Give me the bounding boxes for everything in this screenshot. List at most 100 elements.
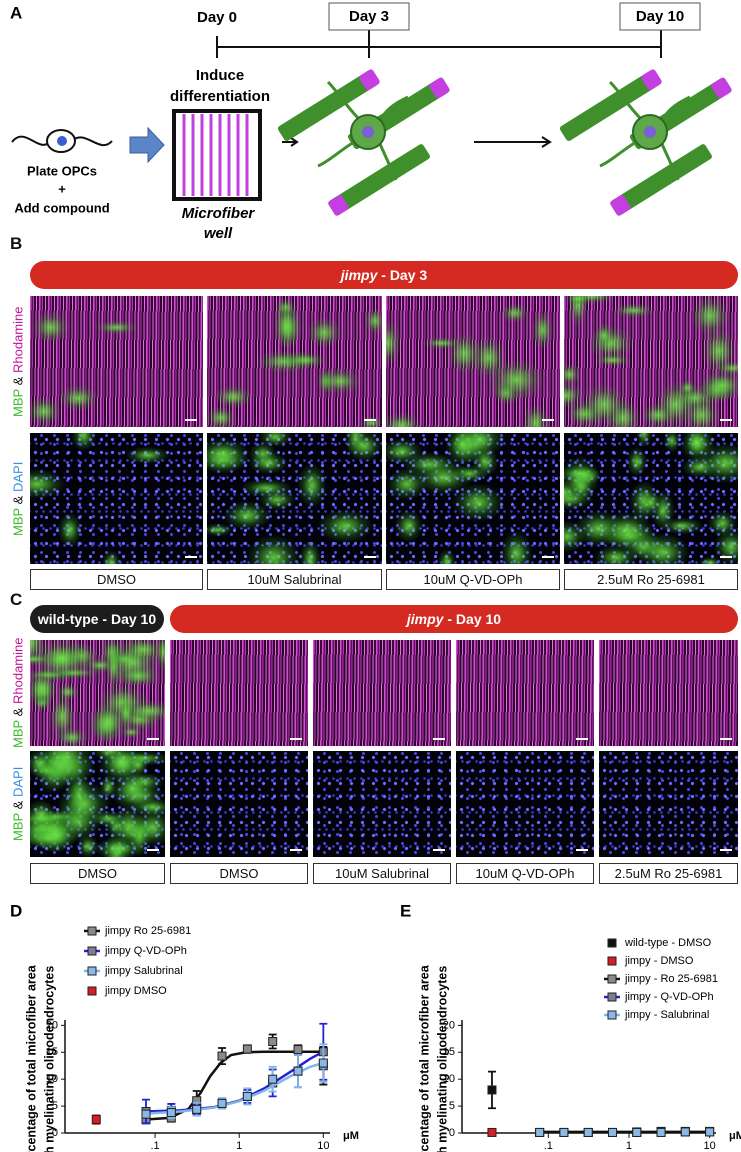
legend-marker <box>607 938 617 948</box>
marker <box>608 1127 618 1137</box>
x-tick-label: 1 <box>236 1140 242 1152</box>
panel-label: D <box>10 901 22 920</box>
legend-marker <box>607 974 617 984</box>
micrograph <box>170 640 308 746</box>
marker <box>192 1104 202 1114</box>
step-label: Microfiber <box>182 205 256 222</box>
marker <box>487 1127 497 1137</box>
timeline-label: Day 3 <box>349 8 389 25</box>
banner-text: - Day 10 <box>443 611 502 627</box>
marker <box>632 1127 642 1137</box>
x-tick-label: .1 <box>150 1140 159 1152</box>
micrograph <box>313 751 451 857</box>
marker <box>680 1127 690 1137</box>
marker <box>293 1045 303 1055</box>
x-tick-label: 10 <box>317 1140 329 1152</box>
panel-label: B <box>10 234 23 253</box>
micrograph <box>30 751 165 857</box>
row-label-part: MBP <box>10 720 26 749</box>
micrograph <box>386 296 560 427</box>
banner: jimpy - Day 3 <box>30 261 738 289</box>
legend-label: jimpy - Ro 25-6981 <box>624 973 718 985</box>
micrograph <box>386 433 560 564</box>
legend-marker <box>87 946 97 956</box>
micrograph <box>30 296 203 427</box>
legend-label: jimpy DMSO <box>104 985 167 997</box>
step-label: Add compound <box>14 200 109 215</box>
row-label-part: MBP <box>10 813 26 842</box>
step-label: differentiation <box>170 88 270 105</box>
panel-label: C <box>10 590 23 609</box>
row-label: MBP & Rhodamine <box>10 296 26 427</box>
row-label-part: DAPI <box>10 766 26 798</box>
marker <box>91 1115 101 1125</box>
timeline-label: Day 10 <box>636 8 684 25</box>
chart: E Percentage of total microfiber area with… <box>400 901 741 1152</box>
legend-label: wild-type - DMSO <box>624 937 712 949</box>
y-tick-label: 0 <box>449 1127 455 1139</box>
legend-marker <box>87 926 97 936</box>
condition-label: DMSO <box>30 863 165 884</box>
row-label-part: MBP <box>10 388 26 417</box>
marker <box>583 1127 593 1137</box>
banner-text: - Day 3 <box>377 267 428 283</box>
marker <box>705 1127 715 1137</box>
legend-label: jimpy - Salubrinal <box>624 1009 709 1021</box>
row-label-part: & <box>10 797 26 814</box>
row-label: MBP & DAPI <box>10 751 26 857</box>
row-label: MBP & Rhodamine <box>10 637 26 749</box>
marker <box>217 1098 227 1108</box>
micrograph <box>207 433 382 564</box>
legend-label: jimpy Q-VD-OPh <box>104 945 187 957</box>
marker <box>217 1051 227 1061</box>
condition-label: 10uM Salubrinal <box>313 863 451 884</box>
step-label: + <box>58 181 66 196</box>
marker <box>293 1066 303 1076</box>
banner: jimpy - Day 10 <box>170 605 738 633</box>
x-tick-label: .1 <box>544 1140 553 1152</box>
y-tick-label: 15 <box>443 1046 455 1058</box>
micrograph <box>456 640 594 746</box>
legend-label: jimpy - Q-VD-OPh <box>624 991 714 1003</box>
row-label-part: & <box>10 491 26 508</box>
marker <box>242 1091 252 1101</box>
micrograph <box>30 640 165 746</box>
condition-label: 2.5uM Ro 25-6981 <box>599 863 738 884</box>
legend-marker <box>607 992 617 1002</box>
x-tick-label: 1 <box>626 1140 632 1152</box>
condition-label: 10uM Q-VD-OPh <box>456 863 594 884</box>
y-tick-label: 5 <box>449 1100 455 1112</box>
x-unit: μM <box>729 1130 741 1142</box>
y-axis-label: Percentage of total microfiber area <box>24 964 38 1152</box>
row-label: MBP & DAPI <box>10 433 26 564</box>
condition-label: 10uM Salubrinal <box>207 569 382 590</box>
timeline-label: Day 0 <box>197 9 237 26</box>
micrograph <box>313 640 451 746</box>
y-tick-label: 10 <box>46 1073 58 1085</box>
y-tick-label: 5 <box>52 1100 58 1112</box>
condition-label: 10uM Q-VD-OPh <box>386 569 560 590</box>
legend-marker <box>607 956 617 966</box>
marker <box>535 1127 545 1137</box>
x-unit: μM <box>343 1130 359 1142</box>
legend-label: jimpy Ro 25-6981 <box>104 925 191 937</box>
condition-label: 2.5uM Ro 25-6981 <box>564 569 738 590</box>
banner: wild-type - Day 10 <box>30 605 164 633</box>
y-axis-label: Percentage of total microfiber area <box>417 964 431 1152</box>
micrograph <box>170 751 308 857</box>
marker <box>268 1037 278 1047</box>
panel-label: E <box>400 901 411 920</box>
chart: D Percentage of total microfiber area with… <box>10 901 359 1152</box>
micrograph <box>599 751 738 857</box>
row-label-part: & <box>10 372 26 389</box>
y-tick-label: 10 <box>443 1073 455 1085</box>
micrograph <box>456 751 594 857</box>
row-label-part: Rhodamine <box>10 637 26 705</box>
x-tick-label: 10 <box>703 1140 715 1152</box>
micrograph <box>564 296 738 427</box>
panel-a: A Day 0 Day 3 Day 10 Induce differentiat… <box>10 2 741 240</box>
marker <box>559 1127 569 1137</box>
condition-label: DMSO <box>170 863 308 884</box>
legend-label: jimpy - DMSO <box>624 955 694 967</box>
